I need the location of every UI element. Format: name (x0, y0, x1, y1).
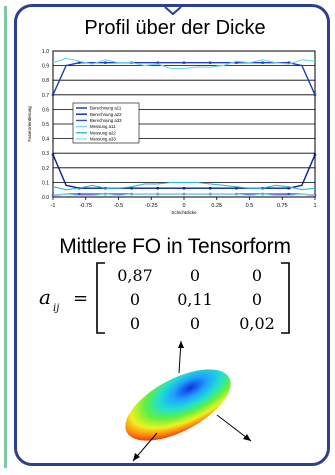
y-axis-label: Faserorientierung (27, 106, 32, 142)
series-point (287, 192, 290, 196)
x-tick-label: -1 (51, 203, 56, 209)
x-tick-label: -0.5 (114, 203, 123, 209)
series-point (235, 61, 238, 64)
series-point (156, 61, 159, 64)
matrix-cell: 0,87 (117, 266, 153, 285)
legend-entry: Messung a33 (90, 137, 116, 142)
series-point (209, 187, 212, 190)
y-tick-label: 0.4 (42, 137, 49, 143)
orientation-ellipsoid (125, 340, 252, 462)
x-tick-label: -0.75 (79, 203, 92, 209)
x-tick-label: -0.25 (145, 203, 158, 209)
y-tick-label: 0.6 (42, 107, 49, 113)
series-point (51, 194, 55, 197)
y-tick-label: 0.8 (42, 78, 49, 84)
ellipsoid-surface (125, 369, 231, 441)
series-point (78, 61, 81, 64)
y-tick-label: 0.1 (42, 180, 49, 186)
series-point (78, 192, 81, 196)
profile-title: Profil über der Dicke (84, 17, 266, 39)
tensor-symbol: a (39, 285, 51, 309)
slide-panel: Profil über der Dicke 0.0 0.1 0.2 0.3 0.4 0.5… (14, 4, 330, 466)
tensor-subtitle: Mittlere FO in Tensorform (59, 235, 291, 258)
matrix-cell: 0,02 (239, 314, 275, 333)
legend-entry: Berechnung a22 (90, 112, 122, 117)
matrix-cell: 0 (190, 266, 200, 285)
x-axis-label: Schichtdicke (171, 210, 197, 215)
left-bracket (96, 262, 105, 334)
series-point (182, 187, 186, 190)
x-tick-label: 0.75 (277, 203, 288, 209)
x-axis-arrow-icon (133, 453, 140, 461)
legend-box (72, 102, 140, 144)
series-point (235, 187, 238, 190)
matrix-cell: 0 (130, 314, 140, 333)
fiber-orientation-chart: 0.0 0.1 0.2 0.3 0.4 0.5 0.6 0.7 0.8 0.9 1.0 -1 -0.75… (27, 49, 317, 215)
series-point (51, 93, 55, 96)
y-axis-arrow-icon (243, 434, 251, 441)
series-point (313, 93, 317, 96)
series-point (209, 61, 212, 64)
left-accent-bar (4, 6, 7, 468)
series-point (130, 187, 133, 190)
series-point (182, 61, 186, 64)
legend-entry: Messung a11 (90, 124, 116, 129)
series-point (261, 61, 264, 64)
series-line-5 (52, 181, 316, 191)
top-arrow-icon (164, 7, 182, 15)
equals-sign: = (73, 288, 88, 309)
series-point (313, 194, 317, 197)
y-tick-label: 0.2 (42, 166, 49, 172)
y-tick-label: 0.0 (42, 195, 49, 201)
matrix-cell: 0 (252, 266, 262, 285)
y-tick-label: 1.0 (42, 49, 49, 55)
matrix-cell: 0,11 (177, 290, 213, 309)
series-point (313, 153, 317, 156)
tensor-subscript: ij (53, 303, 59, 314)
matrix-cell: 0 (252, 290, 262, 309)
right-bracket (281, 262, 290, 334)
x-tick-label: 0 (182, 203, 185, 209)
series-line-6 (52, 193, 316, 197)
series-point (51, 153, 55, 156)
series-point (287, 187, 290, 190)
series-point (287, 61, 290, 64)
series-point (104, 61, 107, 64)
y-tick-label: 0.3 (42, 151, 49, 157)
series-line-4 (52, 57, 316, 70)
matrix-cell: 0 (130, 290, 140, 309)
y-tick-label: 0.9 (42, 64, 49, 70)
legend-entry: Messung a22 (90, 130, 116, 135)
x-tick-label: 1 (313, 203, 316, 209)
legend-entry: Berechnung a33 (90, 118, 122, 123)
y-tick-label: 0.5 (42, 122, 49, 128)
z-axis-arrow-icon (178, 341, 184, 348)
legend-entry: Berechnung a11 (90, 106, 122, 111)
matrix-cell: 0 (190, 314, 200, 333)
x-tick-label: 0.5 (246, 203, 254, 209)
series-point (156, 187, 159, 190)
y-tick-label: 0.7 (42, 93, 49, 99)
x-tick-label: 0.25 (211, 203, 222, 209)
orientation-tensor-equation: a ij = 0,87 0 0 0 0,11 0 0 0 0,02 (39, 262, 290, 334)
